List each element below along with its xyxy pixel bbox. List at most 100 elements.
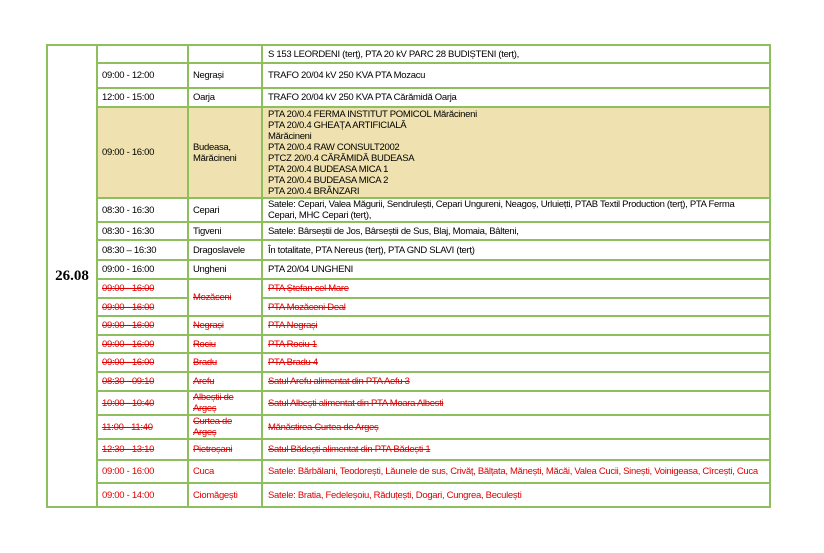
detail-line: Mănăstirea Curtea de Argeș — [268, 421, 379, 433]
time-cell: 08:30 – 16:30 — [96, 239, 189, 261]
table-row: 08:30 – 16:30 Dragoslavele În totalitate, … — [47, 239, 771, 261]
table-row: 12:00 - 15:00 Oarja TRAFO 20/04 kV 250 KVA… — [47, 87, 771, 108]
detail-line: PTA Negrași — [268, 320, 318, 331]
table-row: 08:30 - 16:30 Tigveni Satele: Bârseștii de… — [47, 221, 771, 241]
detail-line: Satul Arefu alimentat din PTA Aefu 3 — [268, 376, 410, 387]
locality-cell — [187, 44, 263, 64]
locality-cell: Mozăceni — [187, 278, 263, 317]
detail-line: Satele: Cepari, Valea Măgurii, Sendruleș… — [268, 199, 735, 221]
time-cell: 08:30 - 16:30 — [96, 221, 189, 241]
locality-cell: Cepari — [187, 197, 263, 223]
table-row: 08:30 - 16:30 Cepari Satele: Cepari, Valea… — [47, 197, 771, 223]
locality-cell: Ciomăgești — [187, 482, 263, 508]
detail-line: PTA 20/0.4 BRÂNZARI — [268, 185, 360, 197]
detail-line: TRAFO 20/04 kV 250 KVA PTA Cărămidă Oarj… — [268, 92, 457, 103]
table-row: 09:00 - 12:00 Negrași TRAFO 20/04 kV 250 K… — [47, 62, 771, 89]
locality-cell: Pietroșani — [187, 438, 263, 461]
time-cell: 09:00 - 14:00 — [96, 482, 189, 508]
details-cell: PTA Rociu 1 — [261, 334, 771, 354]
detail-line: Satele: Bărbălani, Teodorești, Lăunele d… — [268, 466, 758, 477]
locality-cell: Ungheni — [187, 259, 263, 280]
detail-line: Satul Bădești alimentat din PTA Bădești … — [268, 444, 431, 455]
time-cell: 11:00 - 11:40 — [96, 414, 189, 440]
detail-line: PTA 20/0.4 FERMA INSTITUT POMICOL Mărăci… — [268, 108, 477, 120]
table-row: 09:00 - 16:00 Budeasa, Mărăcineni PTA 20/0… — [47, 106, 771, 199]
table-row: 09:00 - 16:00 Cuca Satele: Bărbălani, Teod… — [47, 459, 771, 484]
locality-cell: Tigveni — [187, 221, 263, 241]
detail-line: Satele: Bârseștii de Jos, Bârseștii de S… — [268, 225, 519, 237]
time-cell: 09:00 - 16:00 — [96, 352, 189, 373]
locality-cell: Oarja — [187, 87, 263, 108]
table-row: 11:00 - 11:40 Curtea de Argeș Mănăstirea C… — [47, 414, 771, 440]
table-row: 09:00 - 14:00 Ciomăgești Satele: Bratia, F… — [47, 482, 771, 508]
table-row: 09:00 - 16:00 Rociu PTA Rociu 1 — [47, 334, 771, 354]
details-cell: PTA Bradu 4 — [261, 352, 771, 373]
detail-line: PTA Ștefan cel Mare — [268, 283, 349, 294]
details-cell: PTA Negrași — [261, 315, 771, 336]
time-cell: 12:30 - 13:10 — [96, 438, 189, 461]
time-cell: 09:00 - 12:00 — [96, 62, 189, 89]
details-cell: PTA Mozăceni Deal — [261, 297, 771, 317]
locality-cell: Dragoslavele — [187, 239, 263, 261]
time-cell: 09:00 - 16:00 — [96, 334, 189, 354]
table-row: 09:00 - 16:00 Mozăceni PTA Ștefan cel Mare — [47, 278, 771, 317]
table-row: 09:00 - 16:00 Negrași PTA Negrași — [47, 315, 771, 336]
details-cell: S 153 LEORDENI (terț), PTA 20 kV PARC 28… — [261, 44, 771, 64]
time-cell — [96, 44, 189, 64]
time-cell: 08:30 - 16:30 — [96, 197, 189, 223]
detail-line: PTA Rociu 1 — [268, 338, 317, 350]
details-cell: Satul Arefu alimentat din PTA Aefu 3 — [261, 371, 771, 392]
detail-line: PTA 20/0.4 BUDEASA MICA 2 — [268, 174, 389, 186]
details-cell: Mănăstirea Curtea de Argeș — [261, 414, 771, 440]
details-cell: PTA 20/0.4 FERMA INSTITUT POMICOL Mărăci… — [261, 106, 771, 199]
table-row: 09:00 - 16:00 Bradu PTA Bradu 4 — [47, 352, 771, 373]
locality-cell: Rociu — [187, 334, 263, 354]
detail-line: PTA Bradu 4 — [268, 357, 318, 368]
time-cell: 09:00 - 16:00 — [96, 278, 189, 299]
details-cell: PTA 20/04 UNGHENI — [261, 259, 771, 280]
detail-line: S 153 LEORDENI (terț), PTA 20 kV PARC 28… — [268, 48, 519, 60]
detail-line: Mărăcineni — [268, 130, 312, 142]
detail-line: PTA 20/0.4 RAW CONSULT2002 — [268, 141, 400, 153]
locality-cell: Curtea de Argeș — [187, 414, 263, 440]
locality-cell: Negrași — [187, 315, 263, 336]
details-cell: Satele: Bratia, Fedeleșoiu, Răduțești, D… — [261, 482, 771, 508]
time-cell: 10:00 - 10:40 — [96, 390, 189, 416]
detail-line: PTA 20/04 UNGHENI — [268, 264, 354, 275]
time-cell: 08:30 - 09:10 — [96, 371, 189, 392]
locality-cell: Cuca — [187, 459, 263, 484]
time-cell: 09:00 - 16:00 — [96, 315, 189, 336]
detail-line: PTA Mozăceni Deal — [268, 301, 346, 313]
detail-line: Satul Albești alimentat din PTA Moara Al… — [268, 397, 444, 409]
time-cell: 09:00 - 16:00 — [96, 459, 189, 484]
details-cell: Satul Bădești alimentat din PTA Bădești … — [261, 438, 771, 461]
time-cell: 12:00 - 15:00 — [96, 87, 189, 108]
locality-cell: Bradu — [187, 352, 263, 373]
locality-cell: Negrași — [187, 62, 263, 89]
table-row: 10:00 - 10:40 Albeștii de Argeș Satul Albe… — [47, 390, 771, 416]
time-cell: 09:00 - 16:00 — [96, 106, 189, 199]
details-cell: În totalitate, PTA Nereus (terț), PTA GN… — [261, 239, 771, 261]
table-row: 09:00 - 16:00 PTA Mozăceni Deal — [47, 297, 771, 317]
detail-line: Satele: Bratia, Fedeleșoiu, Răduțești, D… — [268, 489, 522, 501]
detail-line: PTA 20/0.4 BUDEASA MICA 1 — [268, 163, 389, 175]
details-cell: Satele: Bărbălani, Teodorești, Lăunele d… — [261, 459, 771, 484]
time-cell: 09:00 - 16:00 — [96, 259, 189, 280]
detail-line: În totalitate, PTA Nereus (terț), PTA GN… — [268, 244, 475, 256]
details-cell: Satele: Cepari, Valea Măgurii, Sendruleș… — [261, 197, 771, 223]
details-cell: Satele: Bârseștii de Jos, Bârseștii de S… — [261, 221, 771, 241]
details-cell: PTA Ștefan cel Mare — [261, 278, 771, 299]
detail-line: TRAFO 20/04 kV 250 KVA PTA Mozacu — [268, 70, 426, 81]
table-row: 12:30 - 13:10 Pietroșani Satul Bădești ali… — [47, 438, 771, 461]
details-cell: TRAFO 20/04 kV 250 KVA PTA Mozacu — [261, 62, 771, 89]
details-cell: TRAFO 20/04 kV 250 KVA PTA Cărămidă Oarj… — [261, 87, 771, 108]
details-cell: Satul Albești alimentat din PTA Moara Al… — [261, 390, 771, 416]
locality-cell: Albeștii de Argeș — [187, 390, 263, 416]
table-row: 08:30 - 09:10 Arefu Satul Arefu alimentat … — [47, 371, 771, 392]
detail-line: PTA 20/0.4 GHEAȚA ARTIFICIALĂ — [268, 119, 407, 131]
table-row: 26.08 S 153 LEORDENI (terț), PTA 20 kV PA… — [46, 44, 771, 508]
date-cell: 26.08 — [46, 44, 98, 508]
locality-cell: Budeasa, Mărăcineni — [187, 106, 263, 199]
outage-schedule-table: 26.08 S 153 LEORDENI (terț), PTA 20 kV PA… — [46, 44, 771, 508]
time-cell: 09:00 - 16:00 — [96, 297, 189, 317]
